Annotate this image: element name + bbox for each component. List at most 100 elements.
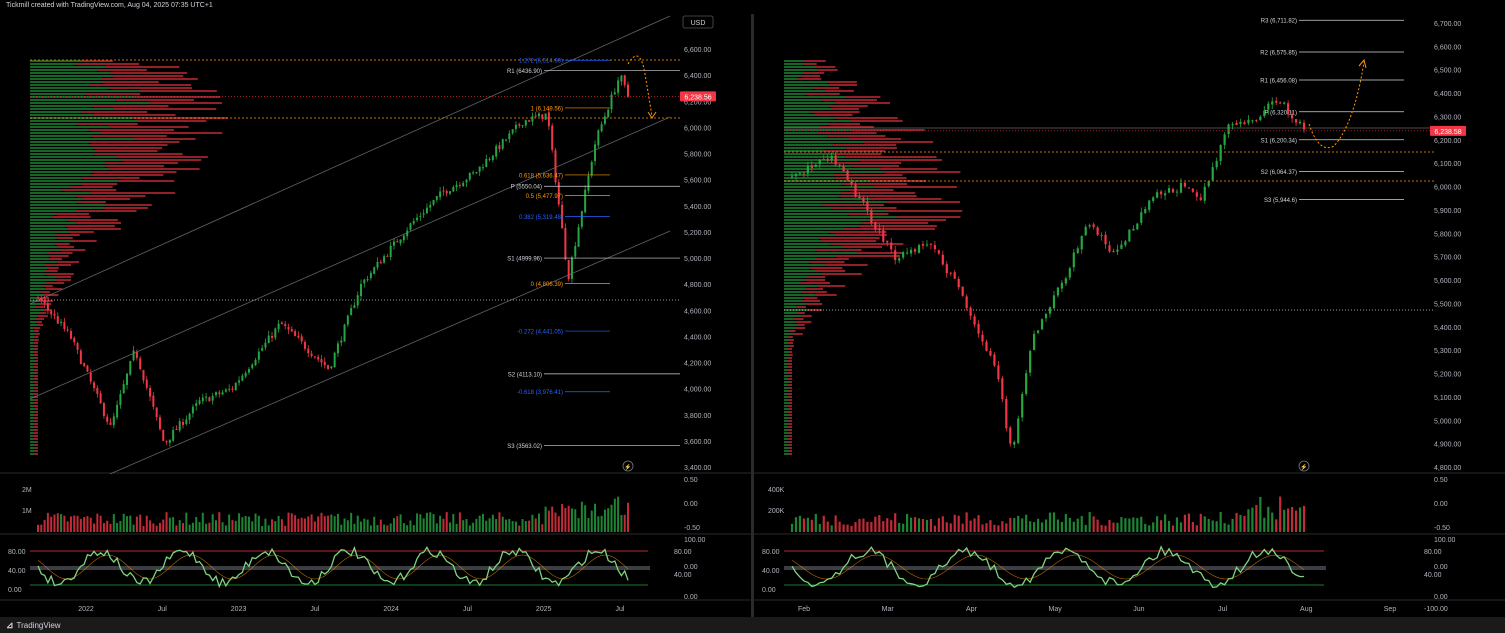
right-chart-panel[interactable]: 6,700.00 6,600.00 6,500.00 6,400.00 6,300.00…	[754, 14, 1505, 617]
volume-profile-bar-buy	[784, 60, 804, 62]
volume-bar	[310, 514, 313, 532]
volume-bar	[541, 524, 544, 532]
candle-body	[294, 331, 297, 337]
volume-profile-bar-buy	[784, 132, 818, 134]
volume-bar	[93, 523, 96, 532]
volume-profile-bar-buy	[30, 366, 33, 368]
volume-profile-bar-buy	[784, 270, 816, 272]
volume-profile-bar-buy	[784, 348, 787, 350]
candle-body	[551, 125, 554, 150]
candle-body	[152, 395, 155, 407]
candle-body	[933, 245, 936, 250]
right-chart-svg[interactable]: 6,700.00 6,600.00 6,500.00 6,400.00 6,300.00…	[754, 14, 1505, 617]
candle-body	[277, 323, 280, 330]
volume-profile-bar-buy	[784, 159, 860, 161]
volume-profile-bar-buy	[30, 114, 94, 116]
volume-profile-bar-buy	[784, 351, 789, 353]
volume-profile-bar-buy	[784, 363, 788, 365]
volume-profile-bar-buy	[30, 129, 89, 131]
volume-profile-bar-sell	[792, 333, 803, 335]
left-chart-panel[interactable]: 6,800.006,600.006,400.006,200.006,000.00…	[0, 14, 751, 617]
volume-bar	[1096, 519, 1099, 532]
volume-profile-bar-sell	[92, 171, 177, 173]
volume-profile-bar-sell	[138, 120, 207, 122]
volume-profile-bar-buy	[30, 135, 93, 137]
candle-body	[142, 370, 145, 381]
volume-profile-bar-sell	[75, 63, 140, 65]
candle-body	[518, 124, 521, 126]
oscillator-axis-label: 0.50	[684, 477, 698, 484]
lightning-icon[interactable]	[1298, 460, 1310, 472]
rsi-axis-left-label: 80.00	[762, 549, 780, 556]
volume-profile-bar-sell	[845, 156, 937, 158]
candle-body	[416, 217, 419, 221]
candle-body	[554, 150, 557, 183]
volume-bar	[267, 525, 270, 532]
volume-profile-bar-sell	[822, 150, 886, 152]
candle-body	[1088, 225, 1091, 227]
candle-body	[412, 221, 415, 224]
volume-profile-bar-sell	[33, 354, 38, 356]
volume-profile-bar-sell	[76, 123, 138, 125]
volume-profile-bar-sell	[805, 279, 826, 281]
left-chart-svg[interactable]: 6,800.006,600.006,400.006,200.006,000.00…	[0, 14, 751, 617]
lightning-icon[interactable]	[622, 460, 634, 472]
volume-bar	[906, 513, 909, 532]
volume-bar	[274, 521, 277, 532]
candle-body	[1219, 145, 1222, 161]
volume-profile-bar-buy	[784, 336, 789, 338]
candle-body	[445, 190, 448, 194]
volume-profile-bar-sell	[831, 207, 897, 209]
volume-bar	[941, 516, 944, 532]
brand[interactable]: ⊿ TradingView	[6, 620, 61, 631]
candle-body	[455, 184, 458, 188]
candle-body	[122, 384, 125, 394]
volume-profile-bar-buy	[784, 267, 810, 269]
volume-profile-bar-sell	[102, 81, 159, 83]
volume-profile-bar-buy	[30, 150, 96, 152]
candle-body	[96, 387, 99, 394]
price-axis-label: 6,600.00	[684, 47, 711, 54]
volume-bar	[882, 521, 885, 532]
volume-bar	[1072, 521, 1075, 532]
volume-profile-bar-sell	[71, 240, 97, 242]
volume-profile-bar-buy	[784, 138, 849, 140]
candle-body	[155, 407, 158, 418]
time-axis-label: 2025	[536, 606, 552, 613]
volume-bar	[961, 523, 964, 532]
candle-body	[422, 213, 425, 215]
candle-body	[1064, 278, 1067, 284]
volume-bar	[445, 512, 448, 532]
currency-button[interactable]	[682, 15, 714, 29]
volume-profile-bar-buy	[784, 408, 789, 410]
volume-profile-bar-sell	[843, 228, 935, 230]
volume-profile-bar-buy	[30, 162, 105, 164]
volume-profile-bar-buy	[30, 237, 57, 239]
last-price-label: 6,238.58	[1434, 129, 1461, 136]
volume-profile-bar-buy	[30, 396, 34, 398]
price-axis-label: 5,900.00	[1434, 208, 1461, 215]
volume-profile-bar-sell	[149, 102, 222, 104]
volume-profile-bar-sell	[44, 264, 71, 266]
volume-profile-bar-buy	[30, 426, 34, 428]
volume-profile-bar-sell	[787, 360, 792, 362]
candle-body	[478, 166, 481, 172]
volume-profile-bar-sell	[33, 351, 38, 353]
volume-bar	[435, 523, 438, 532]
candle-body	[168, 439, 171, 443]
volume-profile-bar-sell	[122, 159, 202, 161]
volume-profile-bar-buy	[784, 291, 802, 293]
volume-profile-bar-buy	[784, 213, 849, 215]
volume-profile-bar-sell	[787, 423, 792, 425]
volume-profile-bar-sell	[840, 192, 916, 194]
volume-profile-bar-buy	[30, 153, 95, 155]
volume-profile-bar-buy	[30, 309, 44, 311]
volume-profile-bar-buy	[784, 378, 788, 380]
candle-body	[419, 215, 422, 217]
panel-divider[interactable]	[751, 14, 754, 617]
volume-profile-bar-sell	[850, 165, 900, 167]
volume-bar	[251, 521, 254, 532]
volume-bar	[369, 525, 372, 532]
candle-body	[587, 175, 590, 191]
volume-profile-bar-buy	[784, 177, 835, 179]
